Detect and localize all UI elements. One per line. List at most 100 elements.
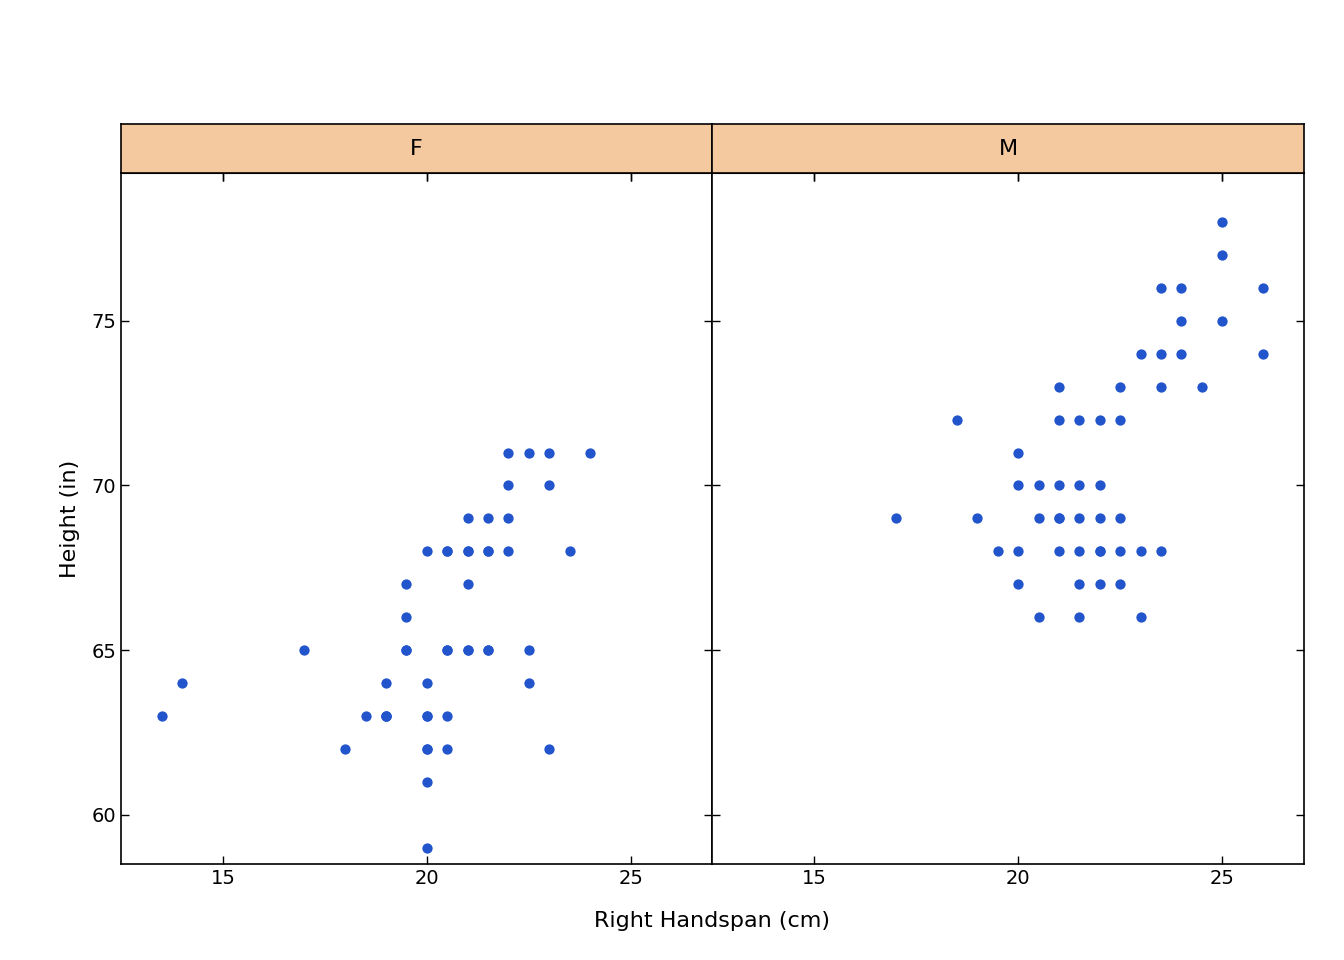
Point [986,543,1008,559]
Point [539,741,560,756]
Point [1089,543,1110,559]
Point [395,610,417,625]
Point [1068,610,1090,625]
Point [1089,478,1110,493]
Point [497,444,519,460]
Point [1211,248,1232,263]
Point [335,741,356,756]
Point [457,642,478,658]
Point [477,642,499,658]
Point [1191,379,1212,395]
Point [457,577,478,592]
Point [375,708,396,724]
Point [437,543,458,559]
Point [355,708,376,724]
Point [1048,478,1070,493]
Point [1109,511,1130,526]
Point [437,708,458,724]
Point [1008,478,1030,493]
Point [1089,543,1110,559]
Point [417,741,438,756]
Point [886,511,907,526]
Point [1150,379,1172,395]
Point [1089,412,1110,427]
Point [417,774,438,789]
Point [1171,313,1192,328]
Point [966,511,988,526]
Point [417,708,438,724]
Point [375,708,396,724]
Point [437,642,458,658]
Point [395,642,417,658]
Point [477,511,499,526]
Point [477,543,499,559]
Point [1028,478,1050,493]
Point [1068,577,1090,592]
Point [375,708,396,724]
Point [1089,577,1110,592]
Point [417,708,438,724]
Point [457,642,478,658]
Point [477,543,499,559]
Point [172,675,194,690]
Point [1171,280,1192,296]
Point [417,840,438,855]
Point [1211,313,1232,328]
Point [1028,511,1050,526]
Point [1109,577,1130,592]
Point [539,478,560,493]
Point [1150,543,1172,559]
Point [1048,511,1070,526]
Point [1008,444,1030,460]
Point [1150,347,1172,362]
Point [517,675,539,690]
Point [497,543,519,559]
Point [497,511,519,526]
Point [497,478,519,493]
Point [1048,379,1070,395]
Point [1048,511,1070,526]
Text: Right Handspan (cm): Right Handspan (cm) [594,911,831,931]
Point [375,675,396,690]
Point [417,741,438,756]
Y-axis label: Height (in): Height (in) [60,459,81,578]
Point [437,741,458,756]
Point [437,642,458,658]
Point [457,543,478,559]
Point [1109,412,1130,427]
Point [1008,577,1030,592]
Point [1253,347,1274,362]
Point [1048,543,1070,559]
Point [1130,610,1152,625]
Point [1171,347,1192,362]
Point [417,675,438,690]
Point [1109,543,1130,559]
Point [1089,511,1110,526]
Point [1150,280,1172,296]
Point [395,577,417,592]
Point [417,543,438,559]
Point [437,543,458,559]
Point [517,444,539,460]
Point [1048,412,1070,427]
Point [457,511,478,526]
Point [1109,379,1130,395]
Point [579,444,601,460]
Point [946,412,968,427]
Point [457,543,478,559]
Point [1211,214,1232,229]
Point [1253,280,1274,296]
Point [1068,511,1090,526]
Point [1068,543,1090,559]
Point [1068,478,1090,493]
Point [1008,543,1030,559]
Point [294,642,316,658]
Point [1028,610,1050,625]
Point [1130,543,1152,559]
Point [517,642,539,658]
Point [477,642,499,658]
Point [559,543,581,559]
Point [151,708,172,724]
Point [539,444,560,460]
Point [1130,347,1152,362]
